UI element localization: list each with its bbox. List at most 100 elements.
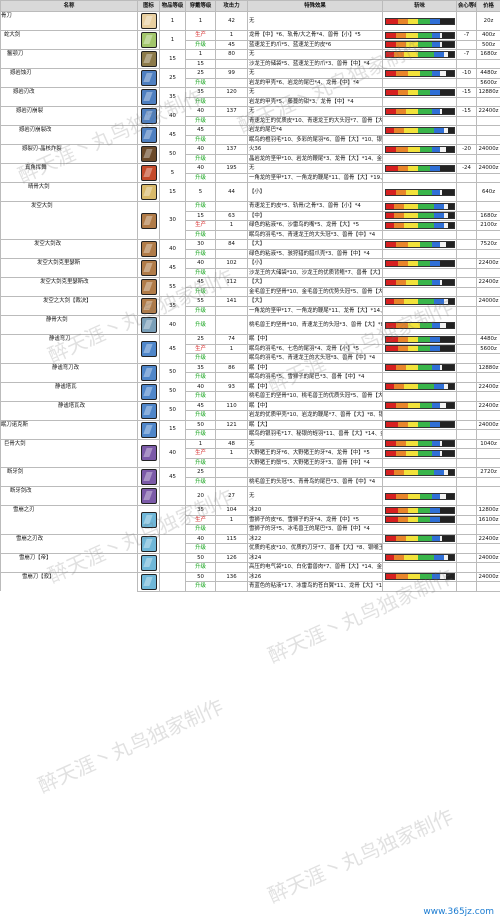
sharpness-segment bbox=[443, 222, 448, 228]
sword-icon bbox=[140, 13, 157, 29]
sharpness-segment bbox=[405, 450, 418, 456]
header-attack: 攻击力 bbox=[215, 0, 248, 12]
price: 22400z bbox=[476, 400, 500, 411]
sharpness-cell bbox=[382, 400, 457, 411]
crit-level bbox=[456, 239, 477, 250]
equip-level: 升级 bbox=[185, 134, 216, 145]
price: 2720z bbox=[476, 467, 500, 478]
sharpness-bar bbox=[384, 449, 455, 457]
special-effect: 眠【中】 bbox=[247, 362, 383, 373]
equip-level: 1 bbox=[185, 49, 216, 60]
crit-level bbox=[456, 343, 477, 354]
header-sharpness: 斩味 bbox=[382, 0, 457, 12]
equip-level: 50 bbox=[185, 552, 216, 563]
header-icon: 图标 bbox=[137, 0, 160, 12]
crit-level: -10 bbox=[456, 68, 477, 79]
sharpness-segment bbox=[431, 146, 440, 152]
sharpness-segment bbox=[407, 165, 418, 171]
attack-value: 27 bbox=[215, 486, 248, 506]
sharpness-segment bbox=[429, 336, 440, 342]
sharpness-segment bbox=[443, 469, 448, 475]
attack-value bbox=[215, 153, 248, 164]
special-effect: 火36 bbox=[247, 144, 383, 155]
price: 2100z bbox=[476, 220, 500, 231]
special-effect: 【大】 bbox=[247, 277, 383, 288]
sharpness-segment bbox=[405, 536, 418, 542]
sharpness-segment bbox=[433, 384, 444, 390]
sharpness-bar bbox=[384, 69, 455, 77]
sharpness-cell bbox=[382, 486, 457, 506]
sharpness-segment bbox=[419, 403, 432, 409]
equip-level: 升级 bbox=[185, 286, 216, 297]
sharpness-cell bbox=[382, 58, 457, 69]
sharpness-segment bbox=[395, 322, 408, 328]
sharpness-cell bbox=[382, 571, 457, 582]
attack-value: 1 bbox=[215, 30, 248, 41]
weapon-icon-cell bbox=[137, 125, 160, 145]
price: 7520z bbox=[476, 239, 500, 250]
sword-icon bbox=[140, 535, 157, 552]
price bbox=[476, 372, 500, 383]
sword-icon bbox=[140, 402, 157, 419]
sharpness-segment bbox=[419, 322, 432, 328]
weapon-name: 巨骨大剑 bbox=[0, 438, 138, 468]
sharpness-segment bbox=[417, 18, 430, 24]
attack-value: 136 bbox=[215, 571, 248, 582]
price bbox=[476, 201, 500, 212]
price: 16100z bbox=[476, 514, 500, 525]
crit-level bbox=[456, 476, 477, 487]
sharpness-segment bbox=[439, 108, 442, 114]
sharpness-segment bbox=[407, 146, 420, 152]
sharpness-segment bbox=[403, 203, 418, 209]
equip-level: 35 bbox=[185, 87, 216, 98]
table-row: 升级 优质的毛皮*10、优质的刀牙*7、兽骨【大】*8、银嘴玉*2 bbox=[1, 543, 500, 554]
sharpness-segment bbox=[439, 42, 442, 48]
sharpness-cell bbox=[382, 115, 457, 126]
attack-value: 1 bbox=[215, 448, 248, 459]
crit-level bbox=[456, 552, 477, 563]
special-effect: 无 bbox=[247, 11, 383, 31]
sharpness-segment bbox=[433, 203, 444, 209]
sharpness-segment bbox=[397, 517, 408, 523]
sharpness-bar bbox=[384, 468, 455, 476]
crit-level bbox=[456, 258, 477, 269]
item-level: 25 bbox=[159, 68, 186, 88]
equip-level: 升级 bbox=[185, 115, 216, 126]
sharpness-segment bbox=[417, 536, 432, 542]
equip-level: 35 bbox=[185, 362, 216, 373]
sharpness-segment bbox=[419, 493, 432, 499]
sharpness-segment bbox=[417, 384, 434, 390]
sharpness-segment bbox=[407, 493, 420, 499]
price: 5600z bbox=[476, 77, 500, 88]
sharpness-bar bbox=[384, 126, 455, 134]
weapon-icon-cell bbox=[137, 163, 160, 183]
item-level: 35 bbox=[159, 87, 186, 107]
sharpness-segment bbox=[433, 213, 444, 219]
special-effect: 眠鸟的羽毛*5、青速龙王的大头冠*3、兽骨【中】*4 bbox=[247, 229, 383, 240]
crit-level bbox=[456, 210, 477, 221]
equip-level: 40 bbox=[185, 258, 216, 269]
crit-level bbox=[456, 58, 477, 69]
sharpness-segment bbox=[417, 42, 432, 48]
special-effect: 【大】 bbox=[247, 239, 383, 250]
sharpness-segment bbox=[385, 165, 398, 171]
sharpness-segment bbox=[439, 279, 442, 285]
crit-level bbox=[456, 543, 477, 554]
sharpness-segment bbox=[439, 32, 442, 38]
item-level: 30 bbox=[159, 201, 186, 240]
equip-level: 升级 bbox=[185, 476, 216, 487]
sword-icon bbox=[140, 241, 157, 257]
equip-level: 升级 bbox=[185, 524, 216, 535]
sharpness-segment bbox=[431, 279, 440, 285]
sharpness-bar bbox=[384, 259, 455, 267]
site-logo: www.365jz.com bbox=[421, 907, 496, 917]
special-effect: 龙骨【中】*6、轨骨/大之骨*4、兽骨【小】*5 bbox=[247, 30, 383, 41]
table-row: 生产 1 眠鸟的羽毛*6、七色的尾羽*4、龙骨【小】*5 5600z bbox=[1, 343, 500, 354]
sharpness-segment bbox=[417, 89, 430, 95]
crit-level bbox=[456, 410, 477, 421]
sharpness-segment bbox=[395, 189, 406, 195]
equip-level: 升级 bbox=[185, 315, 216, 335]
sharpness-cell bbox=[382, 258, 457, 269]
sharpness-segment bbox=[417, 222, 434, 228]
